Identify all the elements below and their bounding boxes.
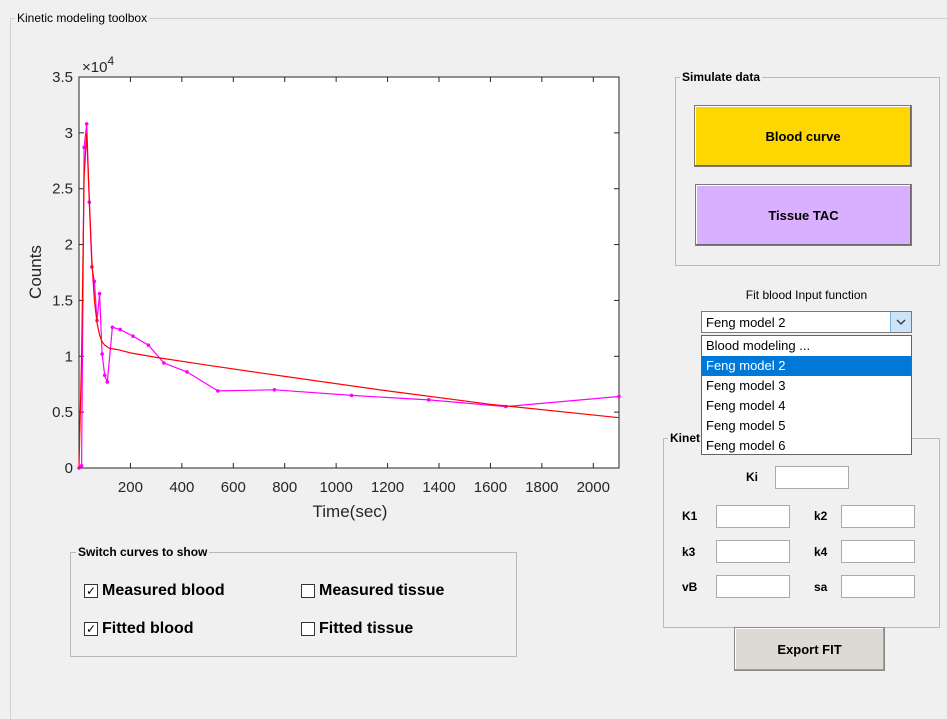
ki-label: Ki: [746, 470, 758, 484]
window-title: Kinetic modeling toolbox: [15, 11, 150, 25]
fit-model-option[interactable]: Blood modeling ...: [706, 338, 811, 353]
export-fit-label: Export FIT: [777, 641, 842, 657]
measured-blood-point: [79, 463, 84, 468]
fit-model-option[interactable]: Feng model 2: [702, 356, 911, 376]
y-tick-label: 2: [65, 237, 73, 254]
tissue-tac-button[interactable]: Tissue TAC: [695, 184, 912, 246]
k3-input[interactable]: [716, 540, 790, 563]
vb-label: vB: [682, 580, 698, 594]
measured-tissue-label: Measured tissue: [319, 582, 445, 599]
x-tick-label: 2000: [577, 479, 610, 496]
measured-blood-point: [84, 122, 89, 126]
simulate-data-group: [675, 77, 940, 266]
exponent-label: ×104: [82, 54, 114, 76]
fit-model-selected: Feng model 2: [706, 315, 786, 330]
fit-blood-input-label: Fit blood Input function: [745, 288, 868, 302]
series-layer: [77, 122, 621, 470]
measured-blood-checkbox-row[interactable]: ✓ Measured blood: [84, 582, 225, 600]
blood-curve-label: Blood curve: [765, 128, 841, 144]
k4-label: k4: [814, 545, 828, 559]
vb-input[interactable]: [716, 575, 790, 598]
measured-blood-point: [349, 393, 354, 398]
sa-input[interactable]: [841, 575, 915, 598]
fit-model-options-list: Blood modeling ... Feng model 2 Feng model…: [701, 335, 912, 455]
y-tick-label: 0: [65, 460, 73, 477]
fit-model-dropdown[interactable]: Feng model 2: [701, 311, 912, 333]
measured-blood-point: [131, 334, 135, 338]
measured-blood-point: [617, 394, 621, 399]
x-axis-label: Time(sec): [313, 502, 388, 521]
measured-blood-label: Measured blood: [102, 582, 225, 599]
plot-area: [78, 76, 620, 469]
measured-blood-point: [102, 373, 107, 378]
fit-model-option[interactable]: Feng model 3: [706, 378, 786, 393]
y-tick-label: 0.5: [52, 404, 73, 421]
measured-blood-point: [146, 343, 151, 347]
main-panel-frame: [10, 18, 947, 719]
k4-input[interactable]: [841, 540, 915, 563]
measured-blood-point: [216, 389, 220, 393]
fitted-tissue-label: Fitted tissue: [319, 620, 414, 637]
simulate-data-title: Simulate data: [680, 70, 763, 84]
measured-blood-point: [100, 352, 104, 356]
x-tick-label: 200: [118, 479, 143, 496]
fitted-tissue-checkbox[interactable]: [301, 622, 315, 636]
measured-blood-point: [110, 325, 115, 330]
k2-input[interactable]: [841, 505, 915, 528]
k3-label: k3: [682, 545, 696, 559]
y-tick-label: 1: [65, 348, 73, 365]
y-axis-label: Counts: [26, 245, 45, 299]
x-tick-label: 1600: [474, 479, 507, 496]
tissue-tac-label: Tissue TAC: [768, 207, 839, 223]
y-tick-label: 3.5: [52, 69, 73, 86]
measured-blood-point: [97, 291, 102, 296]
export-fit-button[interactable]: Export FIT: [734, 627, 885, 671]
measured-blood-checkbox[interactable]: ✓: [84, 584, 98, 598]
k1-input[interactable]: [716, 505, 790, 528]
x-tick-label: 800: [272, 479, 297, 496]
sa-label: sa: [814, 580, 828, 594]
kinetic-params-title: Kinet: [668, 431, 702, 445]
switch-curves-title: Switch curves to show: [76, 545, 210, 559]
measured-tissue-checkbox-row[interactable]: Measured tissue: [301, 582, 444, 600]
measured-blood-point: [185, 370, 189, 374]
fit-model-option[interactable]: Feng model 4: [706, 398, 786, 413]
x-tick-label: 600: [221, 479, 246, 496]
fitted-blood-line: [78, 132, 620, 469]
chevron-down-icon[interactable]: [890, 312, 911, 332]
axis-ticks: 200 400 600 800 1000 1200 1400 1600 1800 2000 0 0.5…: [52, 69, 619, 496]
counts-time-chart: 200 400 600 800 1000 1200 1400 1600 1800 2000 0 0.5…: [26, 54, 621, 521]
fit-model-option[interactable]: Feng model 5: [706, 418, 786, 433]
measured-blood-point: [162, 361, 166, 365]
x-tick-label: 400: [169, 479, 194, 496]
fitted-blood-label: Fitted blood: [102, 620, 194, 637]
measured-blood-point: [105, 380, 110, 384]
x-tick-label: 1200: [371, 479, 404, 496]
y-tick-label: 2.5: [52, 181, 73, 198]
k2-label: k2: [814, 509, 828, 523]
measured-blood-point: [118, 327, 122, 332]
measured-blood-point: [426, 398, 431, 402]
measured-tissue-checkbox[interactable]: [301, 584, 315, 598]
measured-blood-point: [82, 145, 86, 150]
measured-blood-point: [272, 388, 277, 392]
k1-label: K1: [682, 509, 698, 523]
fitted-blood-checkbox[interactable]: ✓: [84, 622, 98, 636]
blood-curve-button[interactable]: Blood curve: [694, 105, 912, 167]
ki-input[interactable]: [775, 466, 849, 489]
switch-curves-group: [70, 552, 517, 657]
y-tick-label: 1.5: [52, 292, 73, 309]
x-tick-label: 1800: [525, 479, 558, 496]
y-tick-label: 3: [65, 125, 73, 142]
fitted-blood-checkbox-row[interactable]: ✓ Fitted blood: [84, 620, 194, 638]
x-tick-label: 1400: [422, 479, 455, 496]
fit-model-option[interactable]: Feng model 6: [706, 438, 786, 453]
x-tick-label: 1000: [319, 479, 352, 496]
fitted-tissue-checkbox-row[interactable]: Fitted tissue: [301, 620, 413, 638]
